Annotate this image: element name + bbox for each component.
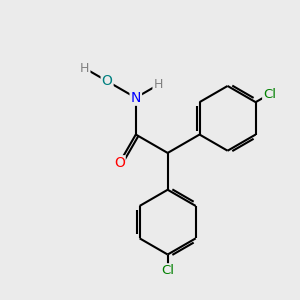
Text: H: H	[80, 62, 89, 75]
Text: Cl: Cl	[263, 88, 276, 100]
Text: Cl: Cl	[161, 264, 174, 277]
Text: H: H	[153, 78, 163, 92]
Text: N: N	[130, 91, 141, 105]
Text: O: O	[114, 156, 125, 170]
Text: O: O	[102, 74, 112, 88]
